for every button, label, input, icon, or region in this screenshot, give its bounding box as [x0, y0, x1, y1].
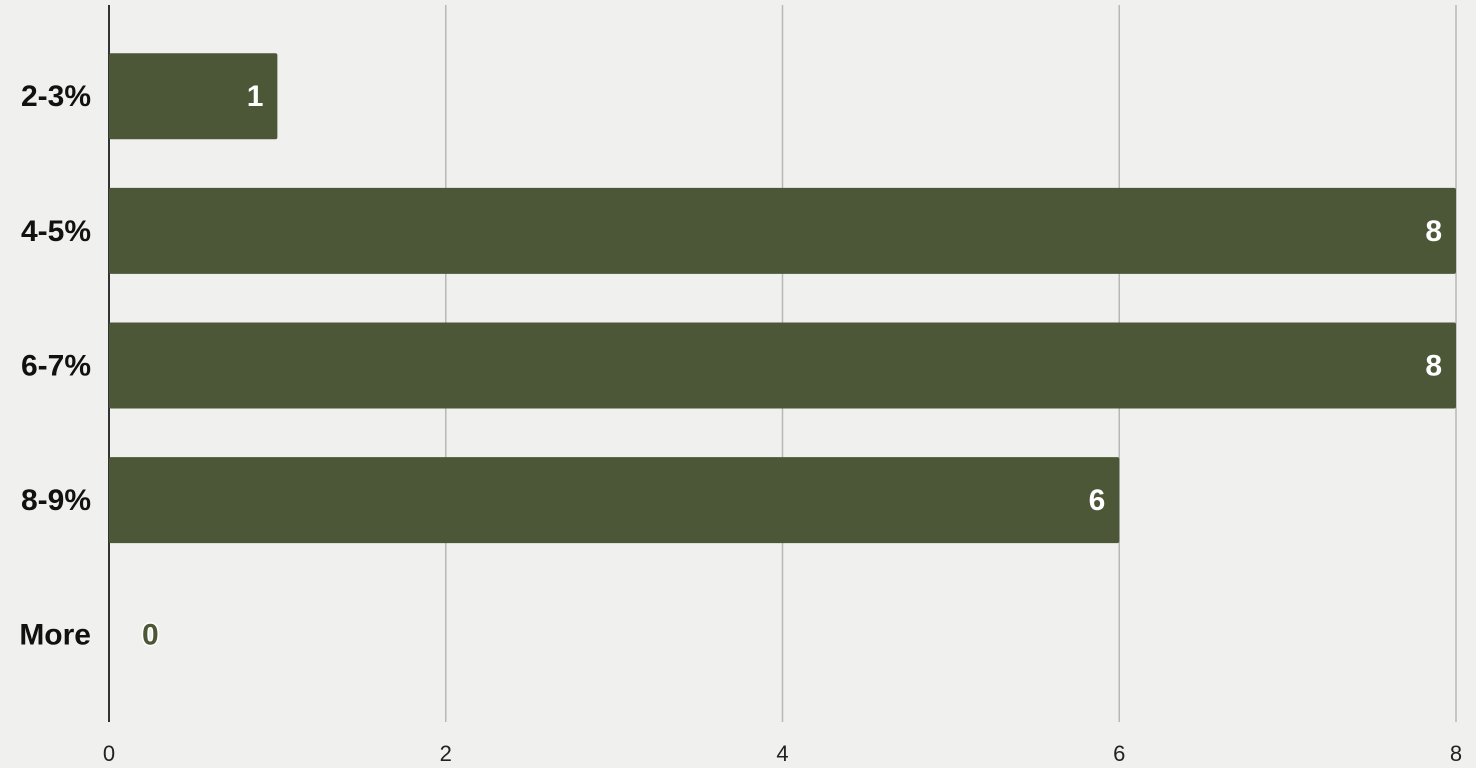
x-tick-label: 0 — [103, 741, 115, 766]
data-label: 8 — [1425, 215, 1442, 248]
bar — [109, 187, 1456, 274]
data-label: 6 — [1089, 484, 1106, 517]
data-label: 8 — [1425, 349, 1442, 382]
x-tick-label: 4 — [776, 741, 788, 766]
data-label: 0 — [142, 619, 159, 652]
bar — [109, 53, 278, 140]
y-tick-label: 6-7% — [21, 349, 91, 382]
y-tick-label: 2-3% — [21, 80, 91, 113]
data-label: 1 — [247, 80, 264, 113]
bar — [109, 457, 1120, 544]
y-tick-label: 8-9% — [21, 484, 91, 517]
x-tick-label: 6 — [1113, 741, 1125, 766]
y-tick-label: 4-5% — [21, 215, 91, 248]
x-tick-label: 2 — [440, 741, 452, 766]
x-tick-label: 8 — [1450, 741, 1462, 766]
bar — [109, 322, 1456, 409]
y-tick-label: More — [19, 619, 91, 652]
